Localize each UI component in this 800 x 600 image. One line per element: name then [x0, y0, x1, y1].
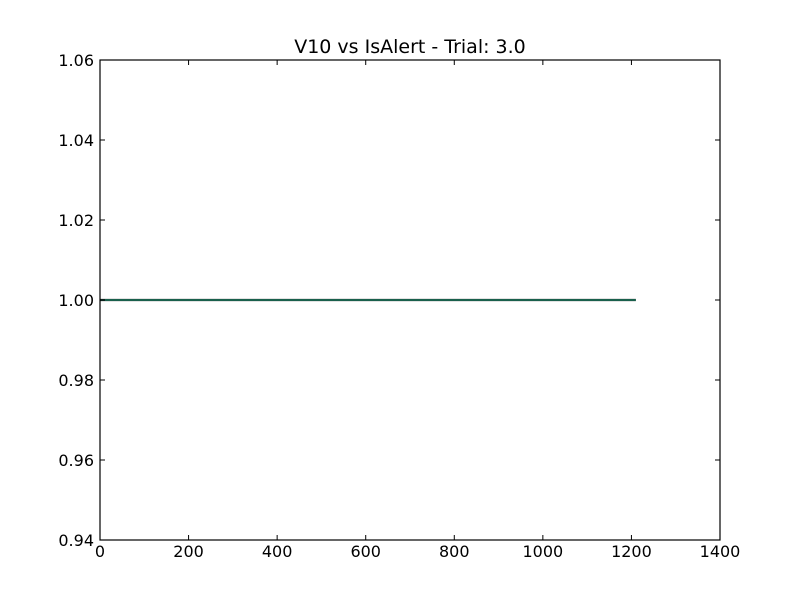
x-tick-label: 600 [350, 542, 381, 561]
y-tick-label: 0.96 [58, 451, 94, 470]
y-tick-label: 1.04 [58, 131, 94, 150]
y-tick-label: 0.98 [58, 371, 94, 390]
chart-title: V10 vs IsAlert - Trial: 3.0 [294, 36, 526, 58]
x-tick-label: 200 [173, 542, 204, 561]
x-tick-label: 400 [262, 542, 293, 561]
y-tick-label: 1.00 [58, 291, 94, 310]
x-axis-ticks: 0 200 400 600 800 1000 1200 1400 [95, 60, 740, 561]
x-tick-label: 1000 [522, 542, 563, 561]
y-tick-label: 0.94 [58, 531, 94, 550]
x-tick-label: 1400 [700, 542, 741, 561]
y-tick-label: 1.02 [58, 211, 94, 230]
x-tick-label: 0 [95, 542, 105, 561]
y-axis-ticks: 0.94 0.96 0.98 1.00 1.02 1.04 1.06 [58, 51, 720, 550]
x-tick-label: 1200 [611, 542, 652, 561]
x-tick-label: 800 [439, 542, 470, 561]
y-tick-label: 1.06 [58, 51, 94, 70]
